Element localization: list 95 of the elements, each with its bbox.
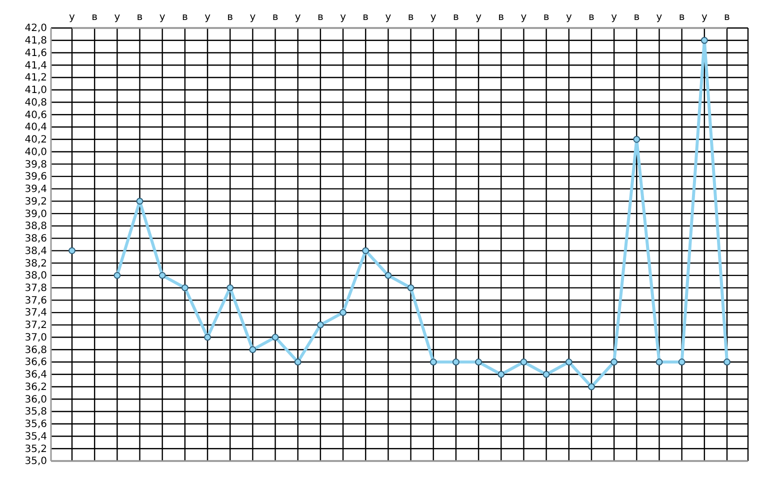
y-tick-label: 35,4 [24, 431, 47, 442]
y-tick-label: 38,2 [24, 258, 47, 270]
x-tick-label: у [611, 12, 618, 23]
x-tick-label: в [498, 12, 504, 23]
x-tick-label: у [250, 12, 256, 23]
x-tick-label: у [385, 12, 392, 23]
point [136, 198, 144, 205]
y-tick-label: 39,4 [24, 184, 47, 196]
point [181, 284, 188, 292]
y-tick-label: 41,2 [24, 72, 47, 84]
point [114, 272, 121, 279]
y-tick-label: 37,8 [24, 283, 47, 294]
point [226, 284, 234, 292]
x-tick-label: в [453, 12, 460, 23]
y-tick-label: 39,2 [24, 196, 47, 208]
y-tick-label: 35,6 [24, 419, 47, 430]
x-tick-label: у [566, 12, 572, 23]
x-tick-label: в [634, 12, 640, 23]
y-tick-label: 40,0 [24, 146, 47, 158]
x-tick-label: в [724, 12, 730, 23]
x-tick-label: у [520, 12, 527, 23]
point [204, 334, 211, 341]
point [249, 346, 256, 354]
x-tick-label: у [294, 12, 301, 23]
x-tick-label: у [476, 12, 482, 23]
point [340, 309, 347, 316]
point [362, 247, 370, 254]
x-tick-label: в [588, 12, 595, 23]
y-tick-label: 36,4 [24, 370, 47, 381]
point [294, 358, 302, 366]
x-tick-label: у [340, 12, 346, 23]
x-tick-label: у [159, 12, 166, 23]
point [498, 370, 505, 378]
y-tick-label: 38,4 [24, 246, 47, 257]
x-tick-label: в [543, 12, 550, 23]
y-tick-label: 39,0 [24, 208, 47, 220]
x-tick-label: в [362, 12, 369, 23]
point [724, 358, 730, 366]
point [520, 358, 528, 366]
point [678, 358, 686, 366]
y-tick-label: 42,0 [24, 23, 47, 34]
x-tick-label: у [656, 12, 662, 23]
point [430, 358, 437, 366]
x-tick-label: в [92, 12, 98, 23]
y-tick-label: 40,8 [24, 97, 47, 108]
y-tick-label: 38,8 [24, 221, 47, 232]
x-tick-label: у [204, 12, 211, 23]
point [452, 358, 460, 366]
y-tick-label: 39,8 [24, 159, 47, 170]
y-tick-label: 37,6 [24, 295, 47, 306]
x-tick-label: в [408, 12, 414, 23]
x-tick-label: в [227, 12, 234, 23]
point [633, 136, 640, 143]
x-tick-label: в [136, 12, 143, 23]
y-tick-label: 37,0 [24, 332, 47, 344]
y-tick-label: 35,8 [24, 406, 47, 418]
y-tick-label: 36,6 [24, 357, 47, 368]
point [700, 36, 708, 44]
y-tick-label: 36,8 [24, 344, 47, 356]
x-tick-label: в [182, 12, 188, 23]
point [158, 272, 166, 279]
point [384, 272, 392, 279]
y-tick-label: 40,2 [24, 134, 47, 146]
point [272, 334, 279, 341]
y-tick-label: 38,0 [24, 270, 47, 282]
y-tick-label: 36,2 [24, 382, 47, 393]
x-tick-label: в [317, 12, 324, 23]
y-tick-label: 39,6 [24, 172, 47, 183]
y-tick-label: 41,0 [24, 85, 47, 96]
point [316, 321, 324, 328]
y-tick-label: 41,4 [24, 60, 47, 72]
point [68, 247, 76, 254]
y-tick-label: 38,6 [24, 234, 47, 245]
y-tick-label: 40,6 [24, 110, 47, 121]
y-tick-label: 41,6 [24, 48, 47, 59]
y-tick-label: 41,8 [24, 36, 47, 47]
x-tick-label: в [678, 12, 685, 23]
point [565, 358, 572, 366]
y-tick-label: 35,2 [24, 444, 47, 455]
y-tick-label: 37,2 [24, 320, 47, 332]
y-tick-label: 35,0 [24, 456, 47, 468]
y-tick-label: 37,4 [24, 308, 47, 319]
x-tick-label: у [430, 12, 436, 23]
point [588, 383, 595, 390]
x-tick-label: у [114, 12, 120, 23]
point [656, 358, 663, 366]
y-tick-label: 40,4 [24, 122, 47, 134]
point [610, 358, 618, 366]
x-tick-label: у [69, 12, 76, 23]
point [407, 284, 414, 292]
point [475, 358, 482, 366]
y-tick-label: 36,0 [24, 394, 47, 406]
x-tick-label: у [701, 12, 708, 23]
point [542, 370, 550, 378]
x-tick-label: в [272, 12, 278, 23]
